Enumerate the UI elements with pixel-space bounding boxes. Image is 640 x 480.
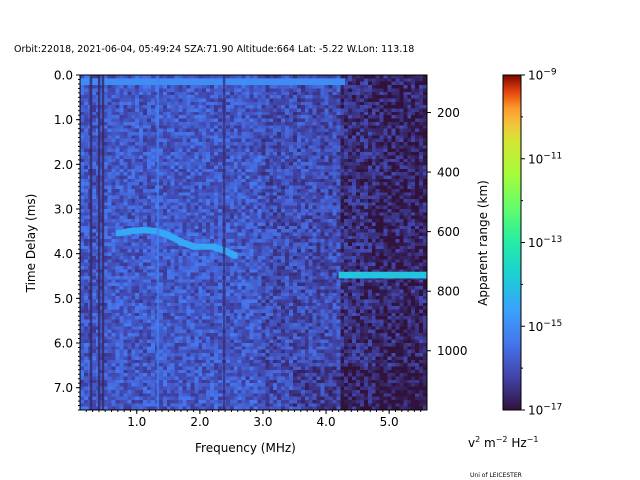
dark-band-0 — [89, 75, 93, 410]
x-tick-label: 3.0 — [253, 415, 272, 429]
vertical-bright — [156, 75, 160, 410]
colorbar-tick-label: 10−9 — [528, 68, 557, 83]
x-tick-label: 4.0 — [317, 415, 336, 429]
chart-title: Orbit:22018, 2021-06-04, 05:49:24 SZA:71… — [14, 44, 415, 55]
trace-echo-cell — [191, 243, 197, 250]
y2-tick-label: 800 — [437, 285, 460, 299]
colorbar-tick-label: 10−11 — [528, 151, 562, 166]
x-axis-label: Frequency (MHz) — [195, 441, 296, 455]
colorbar-ticks: 10−9 10−11 10−13 10−15 10−17 — [521, 68, 562, 418]
y-tick-label: 7.0 — [54, 381, 73, 395]
trace-echo-cell — [204, 243, 210, 250]
plot-frame — [79, 74, 428, 411]
dark-band-2 — [101, 75, 105, 410]
trace-echo-cell — [207, 243, 213, 250]
horizontal-echo — [338, 271, 427, 279]
colorbar-label-base: v — [468, 436, 476, 450]
colorbar-tick-label: 10−17 — [528, 403, 562, 418]
colorbar — [502, 74, 522, 411]
x-tick-label: 1.0 — [127, 415, 146, 429]
y-tick-label: 5.0 — [54, 292, 73, 306]
x-tick-label: 2.0 — [190, 415, 209, 429]
footer-credit: Uni of LEICESTER — [470, 472, 522, 479]
colorbar-tick-label: 10−15 — [528, 319, 562, 334]
trace-echo-cell — [197, 243, 204, 250]
y2-tick-label: 400 — [437, 166, 460, 180]
y-tick-label: 1.0 — [54, 113, 73, 127]
y-tick-label: 2.0 — [54, 158, 73, 172]
y2-tick-label: 600 — [437, 225, 460, 239]
trace-echo-cell — [201, 243, 207, 250]
top-band — [80, 78, 345, 86]
colorbar-label-sup3: −1 — [526, 435, 539, 444]
y-axis-label: Time Delay (ms) — [24, 193, 38, 293]
axes: 1.0 2.0 3.0 4.0 5.0 0.0 1.0 2.0 3.0 4.0 5.0 6.0 7.0 2… — [54, 69, 468, 430]
colorbar-label-sup1: 2 — [475, 435, 481, 444]
colorbar-tick-label: 10−13 — [528, 235, 562, 250]
dark-band-1 — [97, 75, 101, 410]
y-tick-label: 4.0 — [54, 247, 73, 261]
x-tick-label: 5.0 — [380, 415, 399, 429]
heatmap — [80, 75, 427, 410]
colorbar-label-tail: Hz — [507, 436, 527, 450]
y2-tick-label: 1000 — [437, 344, 468, 358]
y-tick-label: 3.0 — [54, 203, 73, 217]
y-tick-label: 6.0 — [54, 337, 73, 351]
y2-axis-label: Apparent range (km) — [476, 180, 490, 306]
trace-echo-cell — [232, 252, 238, 259]
colorbar-label-rest: m — [480, 436, 496, 450]
trace-echo-cell — [194, 243, 200, 250]
colorbar-label: v2 m−2 Hz−1 — [468, 435, 538, 450]
colorbar-label-sup2: −2 — [495, 435, 508, 444]
heatmap-field — [80, 75, 427, 410]
y-tick-label: 0.0 — [54, 69, 73, 83]
vertical-dark — [222, 75, 226, 410]
y2-tick-label: 200 — [437, 106, 460, 120]
